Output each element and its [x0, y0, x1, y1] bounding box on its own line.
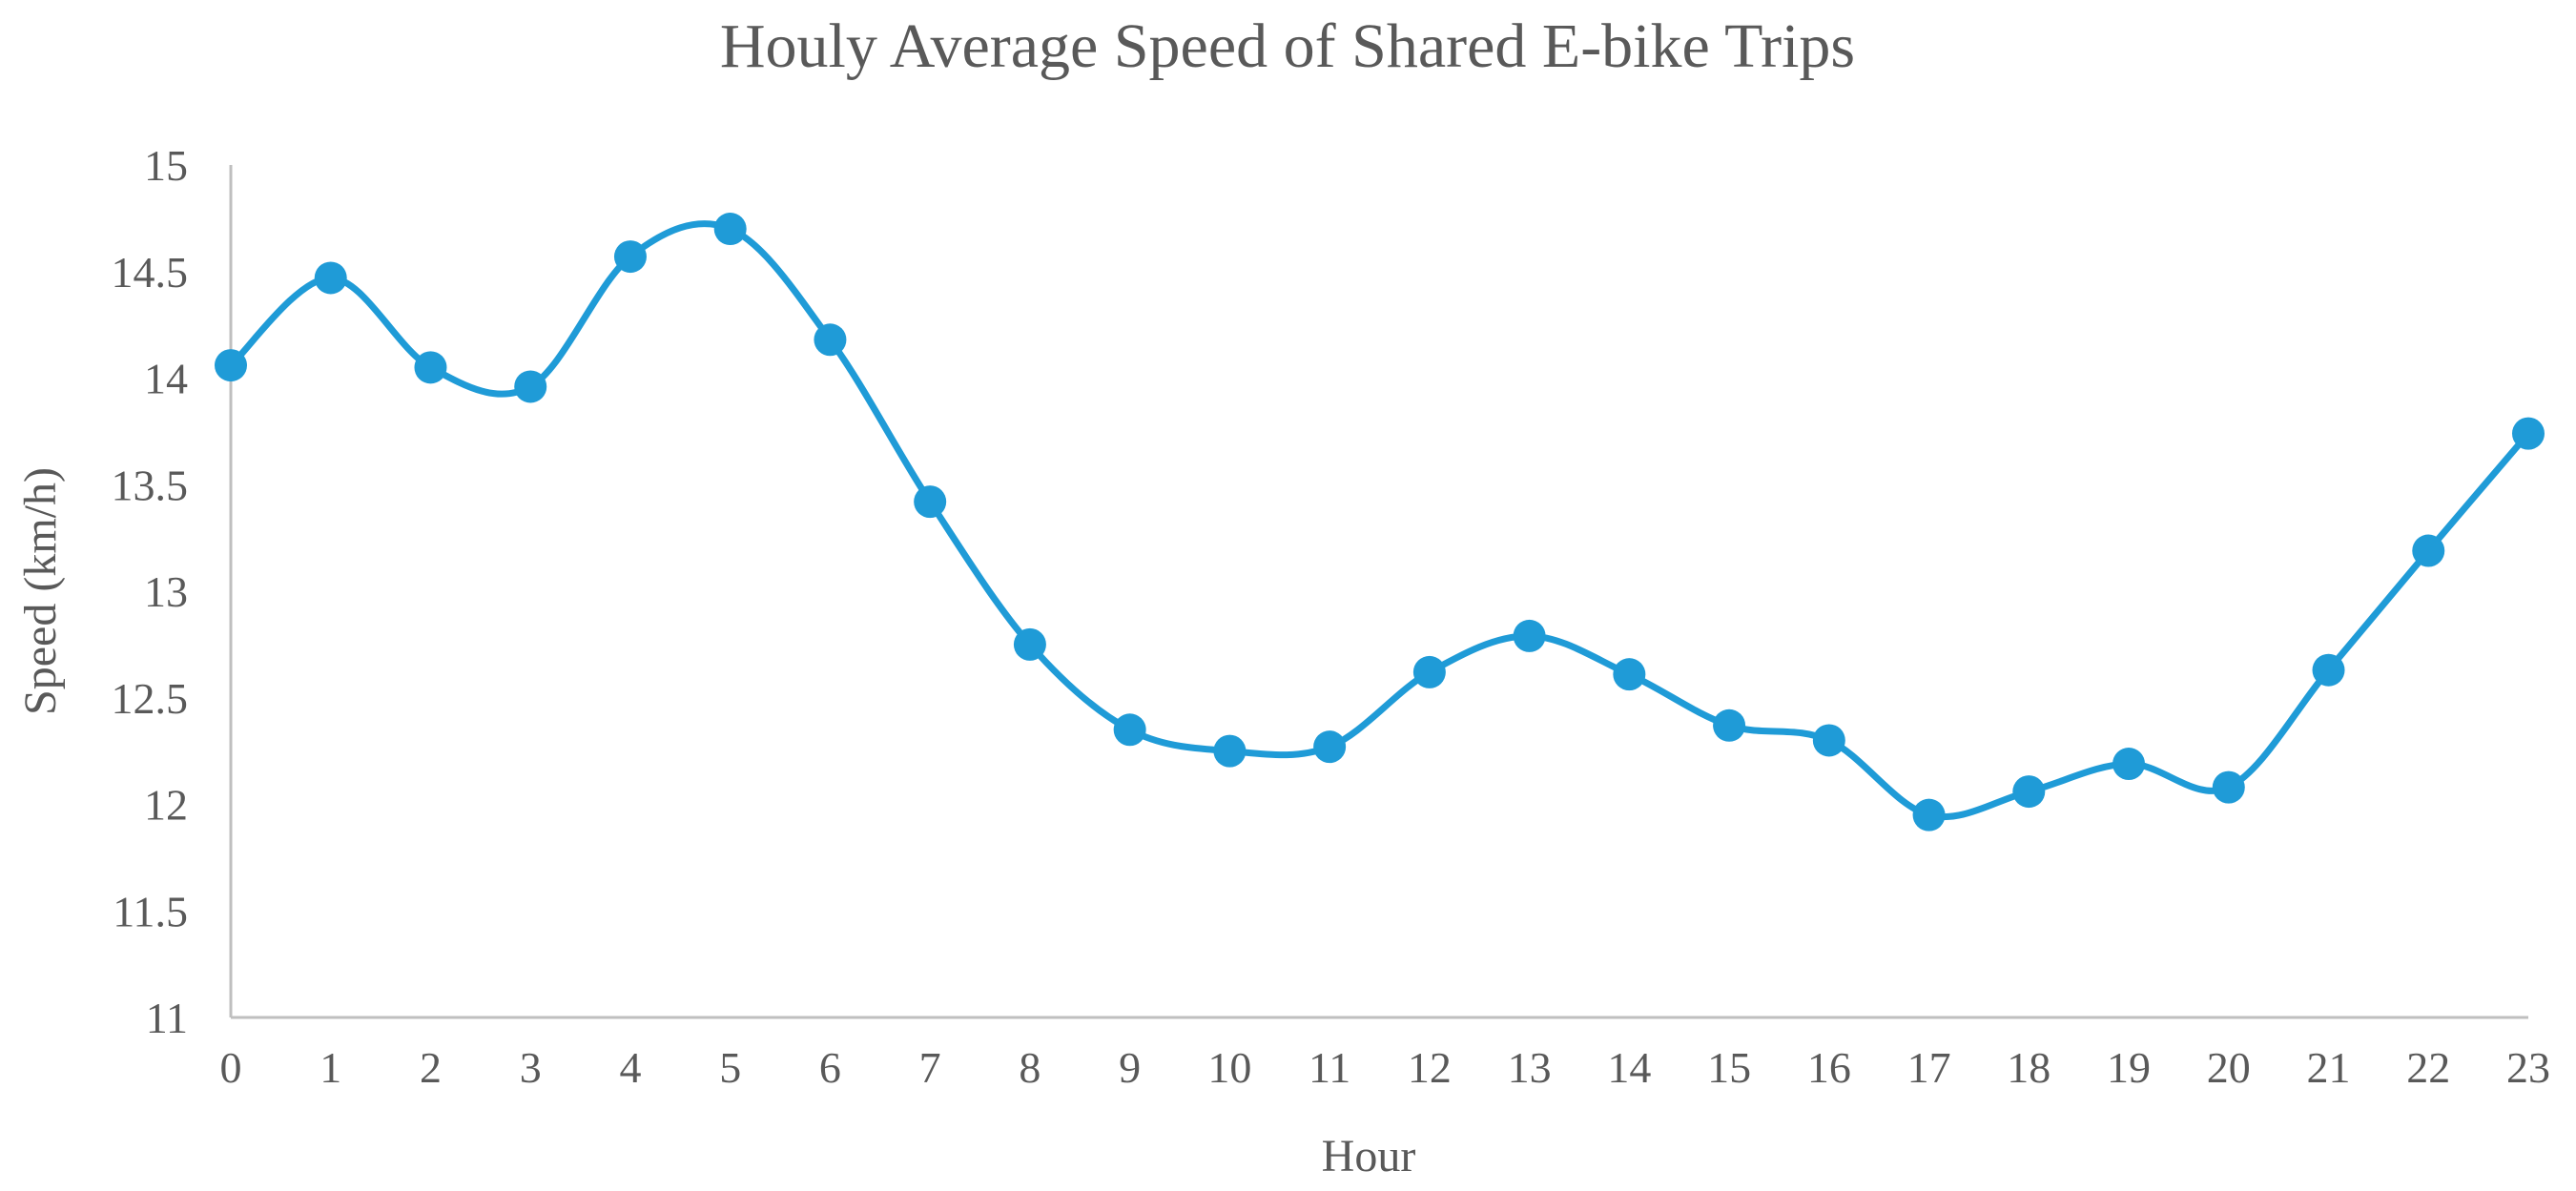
data-point [914, 485, 947, 519]
y-tick-label: 15 [144, 141, 188, 190]
y-tick-label: 14.5 [112, 248, 189, 297]
data-point [1912, 798, 1946, 832]
data-point [1513, 619, 1546, 652]
data-point [613, 240, 647, 274]
data-point [2212, 770, 2245, 804]
x-tick-label: 10 [1207, 1043, 1251, 1092]
x-tick-label: 21 [2307, 1043, 2351, 1092]
y-tick-label: 12.5 [112, 674, 189, 723]
x-tick-label: 17 [1907, 1043, 1951, 1092]
y-axis-ticks: 11 11.5 12 12.5 13 13.5 14 14.5 15 [112, 141, 189, 1042]
y-tick-label: 12 [144, 781, 188, 830]
data-point [1713, 708, 1746, 742]
x-tick-label: 3 [520, 1043, 542, 1092]
chart-title: Houly Average Speed of Shared E-bike Tri… [720, 11, 1855, 81]
x-tick-label: 1 [319, 1043, 341, 1092]
x-tick-label: 7 [919, 1043, 941, 1092]
data-point [414, 351, 447, 384]
data-point [1013, 627, 1046, 661]
x-tick-label: 22 [2406, 1043, 2450, 1092]
x-tick-label: 18 [2007, 1043, 2050, 1092]
x-tick-label: 15 [1707, 1043, 1751, 1092]
x-tick-label: 0 [220, 1043, 242, 1092]
x-tick-label: 9 [1119, 1043, 1141, 1092]
x-axis-ticks: 0 1 2 3 4 5 6 7 8 9 10 11 12 13 14 15 16 17 18 19 20 21 22 23 [220, 1043, 2551, 1092]
x-tick-label: 19 [2107, 1043, 2151, 1092]
series-line [227, 220, 2532, 821]
data-point [1313, 730, 1347, 764]
x-tick-label: 4 [619, 1043, 641, 1092]
x-tick-label: 11 [1309, 1043, 1350, 1092]
x-tick-label: 8 [1019, 1043, 1041, 1092]
data-point [314, 261, 347, 295]
data-point [2112, 748, 2146, 781]
y-tick-label: 11 [146, 994, 188, 1042]
data-point [1412, 655, 1446, 688]
data-point [1213, 734, 1247, 768]
x-tick-label: 23 [2506, 1043, 2550, 1092]
data-point [215, 349, 247, 382]
y-tick-label: 11.5 [113, 887, 188, 935]
x-tick-label: 16 [1807, 1043, 1851, 1092]
data-point [2312, 653, 2345, 687]
data-point [2412, 534, 2445, 567]
y-tick-label: 14 [144, 355, 188, 403]
data-point [2012, 775, 2046, 809]
data-point [1113, 713, 1146, 747]
x-tick-label: 12 [1408, 1043, 1452, 1092]
data-point [814, 323, 847, 357]
y-tick-label: 13 [144, 567, 188, 616]
data-point [514, 370, 547, 403]
x-tick-label: 6 [819, 1043, 841, 1092]
x-tick-label: 13 [1508, 1043, 1552, 1092]
data-point [1812, 724, 1845, 757]
x-tick-label: 5 [719, 1043, 741, 1092]
series-group [215, 213, 2545, 832]
x-tick-label: 20 [2207, 1043, 2251, 1092]
x-tick-label: 2 [420, 1043, 442, 1092]
x-tick-label: 14 [1607, 1043, 1651, 1092]
y-tick-label: 13.5 [112, 461, 189, 509]
y-axis-label: Speed (km/h) [15, 467, 66, 715]
data-point [2512, 417, 2545, 450]
x-axis-label: Hour [1322, 1131, 1416, 1181]
data-point [1613, 658, 1646, 691]
data-point [713, 213, 747, 246]
